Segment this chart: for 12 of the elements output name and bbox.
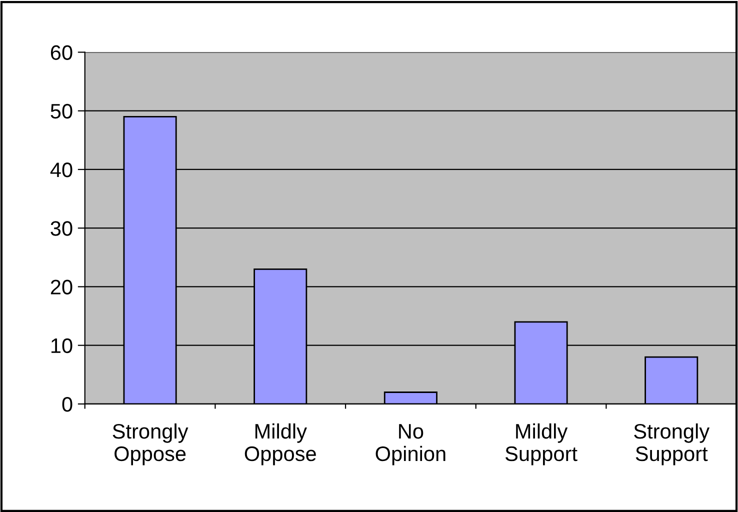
y-tick-label: 50	[50, 104, 72, 119]
y-tick-label: 30	[50, 221, 72, 236]
x-tick-label: Mildly Oppose	[244, 423, 316, 466]
x-tick-label: Strongly Support	[634, 423, 710, 466]
y-tick-label: 0	[62, 396, 72, 412]
y-tick-label: 20	[50, 280, 72, 294]
y-tick-label: 60	[50, 45, 72, 60]
x-tick-label: Mildly Support	[505, 423, 578, 466]
x-tick-label: No Opinion	[376, 424, 446, 466]
x-tick-label: Strongly Oppose	[112, 423, 188, 466]
y-tick-label: 40	[50, 162, 72, 178]
y-tick-label: 10	[51, 338, 72, 354]
